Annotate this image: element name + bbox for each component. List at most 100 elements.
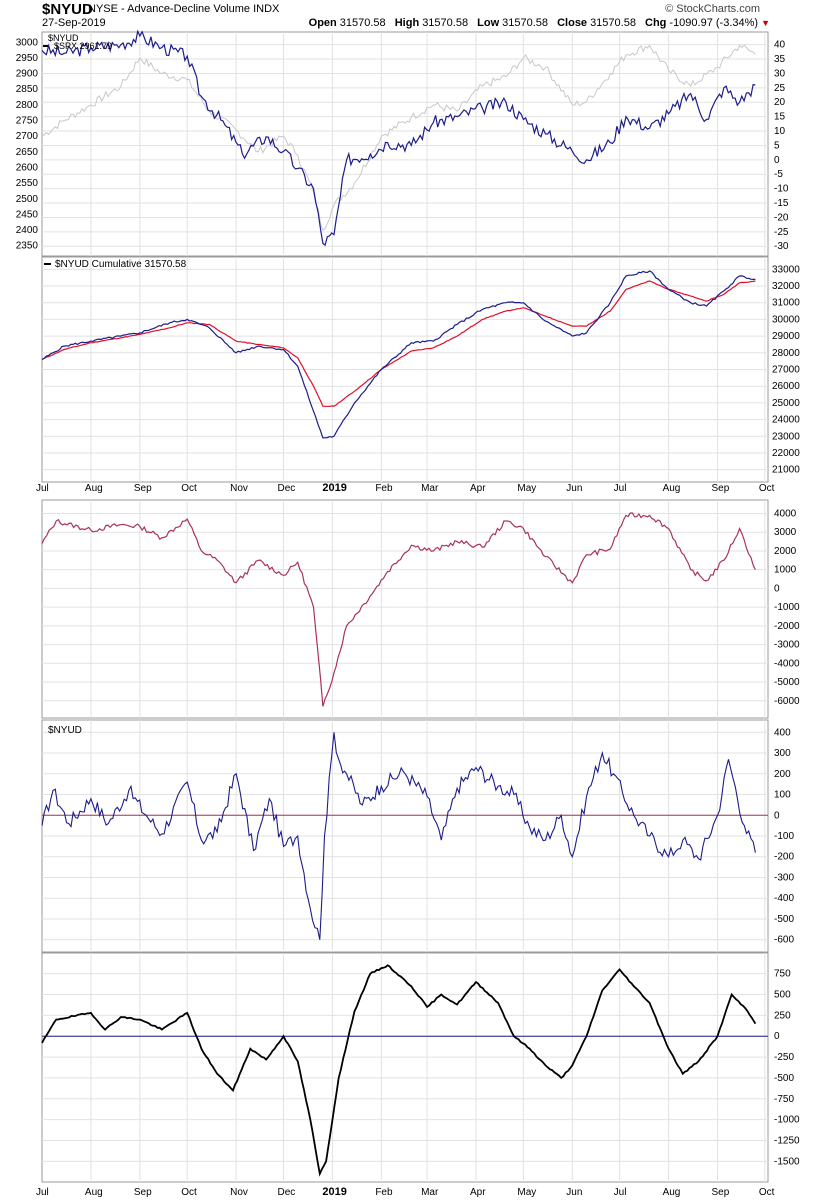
y-tick-label-right: -200 <box>774 852 794 863</box>
chg-value: -1090.97 (-3.34%) <box>669 17 759 29</box>
y-tick-label-left: 2650 <box>16 147 39 158</box>
panel-frame-5 <box>41 952 769 1183</box>
y-tick-label-right: 30000 <box>772 314 800 325</box>
high-value: 31570.58 <box>422 17 469 29</box>
y-tick-label-right: -6000 <box>774 696 800 707</box>
low-value: 31570.58 <box>502 17 549 29</box>
x-tick-label: Sep <box>134 1187 152 1198</box>
y-tick-label-right: 5 <box>774 140 780 151</box>
spx-series-line <box>41 44 756 231</box>
chart-header: $NYUD NYSE - Advance-Decline Volume INDX… <box>0 0 820 32</box>
y-tick-label-right: 29000 <box>772 331 800 342</box>
legend-nyud: $NYUD <box>48 33 79 43</box>
y-tick-label-right: -500 <box>774 914 794 925</box>
x-tick-label: Nov <box>230 1187 248 1198</box>
y-tick-label-right: -5 <box>774 169 783 180</box>
y-tick-label-right: -600 <box>774 935 794 946</box>
y-tick-label-right: 400 <box>774 727 791 738</box>
close-label: Close <box>557 17 588 29</box>
panel-frame-1 <box>41 31 769 257</box>
x-tick-label: Jul <box>614 1187 627 1198</box>
y-tick-label-right: 24000 <box>772 415 800 426</box>
x-tick-label: Jun <box>566 483 582 494</box>
y-tick-label-right: -20 <box>774 212 789 223</box>
y-tick-label-right: -400 <box>774 893 794 904</box>
x-tick-label: Sep <box>134 483 152 494</box>
y-tick-label-right: 26000 <box>772 381 800 392</box>
description-text: NYSE - Advance-Decline Volume <box>88 3 251 15</box>
y-tick-label-right: 200 <box>774 769 791 780</box>
x-tick-label: Mar <box>421 483 439 494</box>
symbol-description: NYSE - Advance-Decline Volume INDX <box>88 3 279 15</box>
chart-date: 27-Sep-2019 <box>42 17 106 29</box>
y-tick-label-right: 40 <box>774 40 786 51</box>
y-tick-label-left: 2600 <box>16 162 39 173</box>
cumulative-series-line <box>41 270 756 439</box>
y-tick-label-right: -1000 <box>774 602 800 613</box>
x-tick-label: Oct <box>181 483 197 494</box>
x-tick-label: 2019 <box>322 1186 346 1198</box>
y-tick-label-right: 750 <box>774 969 791 980</box>
y-tick-label-right: -500 <box>774 1073 794 1084</box>
y-tick-label-right: 100 <box>774 790 791 801</box>
down-triangle-icon: ▼ <box>761 18 770 28</box>
x-tick-label: Feb <box>375 1187 393 1198</box>
ohlc-readout: Open 31570.58 High 31570.58 Low 31570.58 Cl… <box>303 17 770 29</box>
y-tick-label-right: -15 <box>774 198 789 209</box>
x-tick-label: Aug <box>85 483 103 494</box>
y-tick-label-right: 20 <box>774 97 786 108</box>
y-tick-label-right: 15 <box>774 112 786 123</box>
y-tick-label-left: 2850 <box>16 84 39 95</box>
x-tick-label: May <box>517 483 536 494</box>
x-tick-label: Jul <box>36 483 49 494</box>
y-tick-label-right: 32000 <box>772 281 800 292</box>
y-tick-label-right: -1500 <box>774 1156 800 1167</box>
y-tick-label-right: 22000 <box>772 448 800 459</box>
description-suffix: INDX <box>253 3 280 15</box>
x-tick-label: Aug <box>85 1187 103 1198</box>
x-tick-label: Oct <box>181 1187 197 1198</box>
y-tick-label-right: 10 <box>774 126 786 137</box>
x-tick-label: Oct <box>759 483 775 494</box>
cumulative-ma-line <box>41 280 756 408</box>
y-tick-label-left: 2700 <box>16 131 39 142</box>
y-tick-label-right: 300 <box>774 748 791 759</box>
y-tick-label-right: -2000 <box>774 621 800 632</box>
y-tick-label-right: 25 <box>774 83 786 94</box>
y-tick-label-right: 30 <box>774 68 786 79</box>
open-value: 31570.58 <box>339 17 386 29</box>
y-tick-label-left: 2550 <box>16 178 39 189</box>
close-value: 31570.58 <box>590 17 636 29</box>
oscillator-line <box>41 964 757 1177</box>
y-tick-label-right: 0 <box>774 810 780 821</box>
symbol-title: $NYUD <box>42 1 93 18</box>
x-tick-label: Jun <box>566 1187 582 1198</box>
x-tick-label: Aug <box>663 1187 681 1198</box>
y-tick-label-right: -5000 <box>774 677 800 688</box>
x-tick-label: Nov <box>230 483 248 494</box>
x-tick-label: 2019 <box>322 482 346 494</box>
y-tick-label-right: 27000 <box>772 365 800 376</box>
open-label: Open <box>308 17 337 29</box>
y-tick-label-right: 33000 <box>772 264 800 275</box>
y-tick-label-right: 0 <box>774 583 780 594</box>
x-tick-label: Sep <box>711 483 729 494</box>
low-label: Low <box>477 17 500 29</box>
y-tick-label-right: 250 <box>774 1010 791 1021</box>
y-tick-label-right: -3000 <box>774 640 800 651</box>
y-tick-label-right: 28000 <box>772 348 800 359</box>
x-tick-label: Sep <box>711 1187 729 1198</box>
y-tick-label-right: 500 <box>774 990 791 1001</box>
y-tick-label-right: 4000 <box>774 508 797 519</box>
stockcharts-watermark: © StockCharts.com <box>665 3 760 15</box>
y-tick-label-right: 3000 <box>774 527 797 538</box>
y-tick-label-left: 2900 <box>16 69 39 80</box>
y-tick-label-right: -30 <box>774 241 789 252</box>
y-tick-label-right: -25 <box>774 227 789 238</box>
y-tick-label-right: -250 <box>774 1052 794 1063</box>
x-tick-label: Feb <box>375 483 393 494</box>
y-tick-label-right: 23000 <box>772 431 800 442</box>
y-tick-label-left: 2400 <box>16 225 39 236</box>
nyud-series-line <box>41 29 756 247</box>
y-tick-label-left: 2350 <box>16 241 39 252</box>
